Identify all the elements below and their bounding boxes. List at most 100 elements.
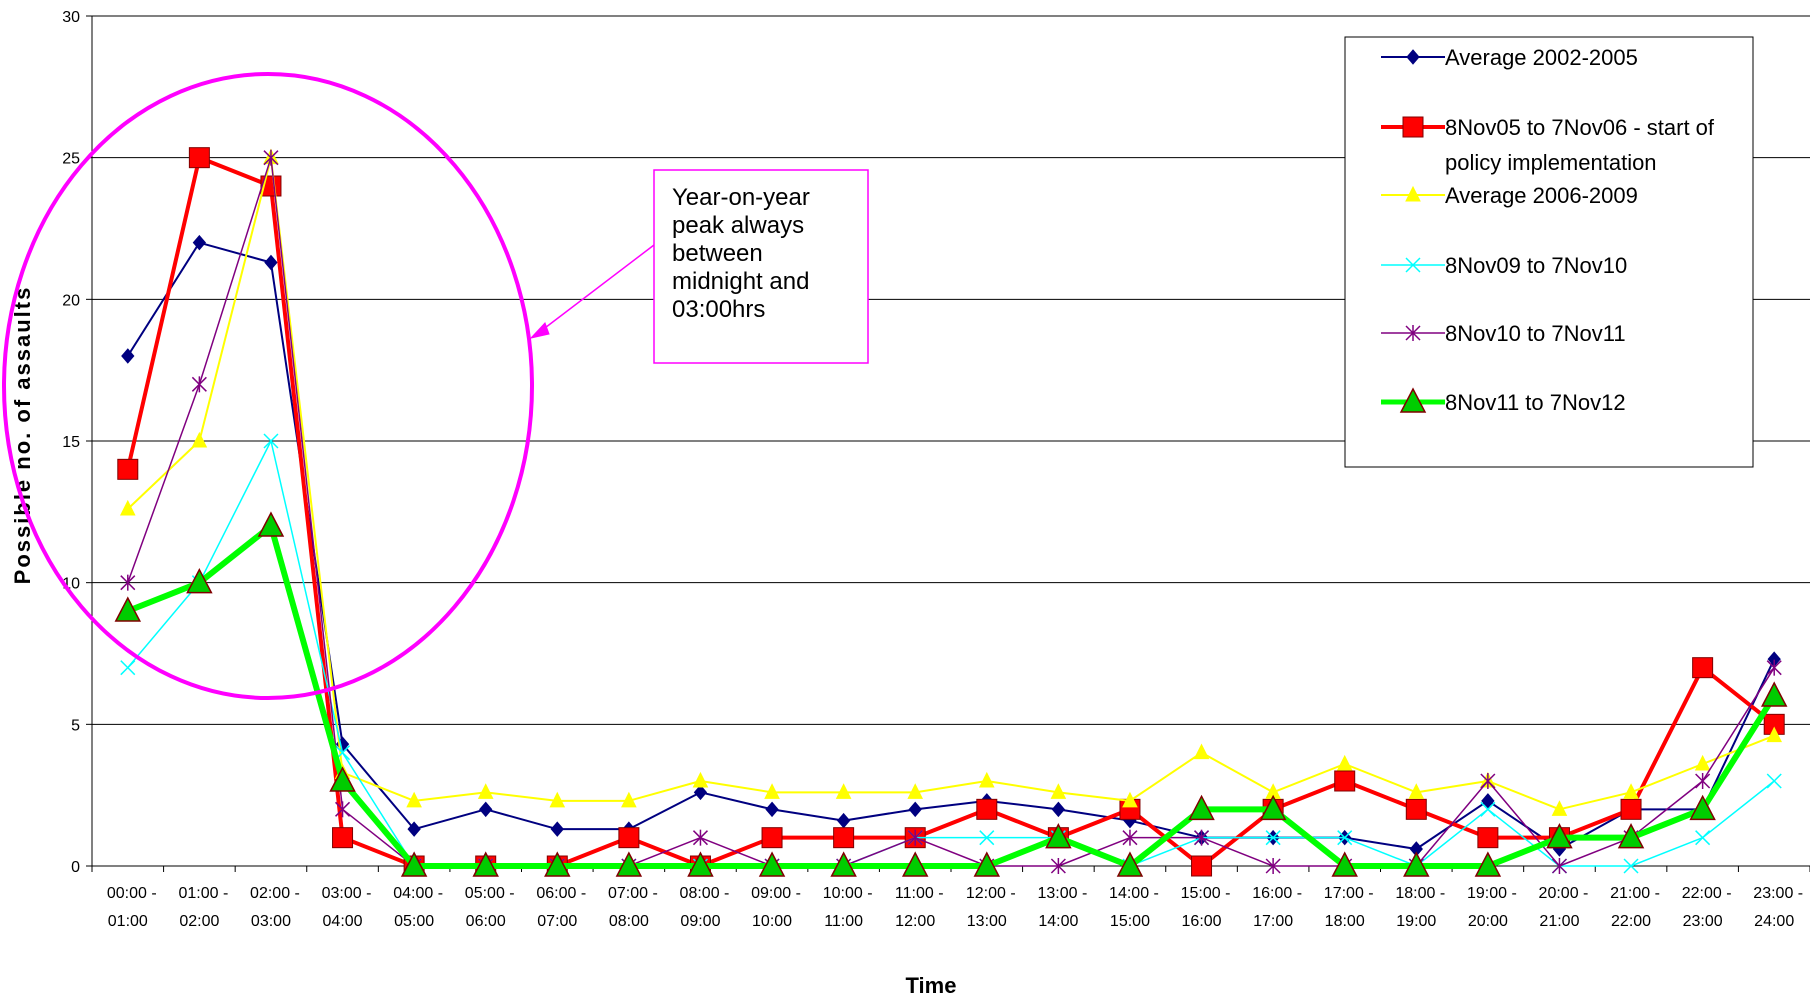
x-tick-label: 13:00 - bbox=[1037, 885, 1087, 902]
legend-label: 8Nov05 to 7Nov06 - start of bbox=[1445, 115, 1715, 140]
x-tick-label: 16:00 bbox=[1182, 913, 1222, 930]
data-point bbox=[907, 783, 924, 799]
x-tick-label: 03:00 bbox=[251, 913, 291, 930]
x-tick-label: 12:00 bbox=[895, 913, 935, 930]
data-point bbox=[406, 791, 422, 808]
x-tick-label: 07:00 - bbox=[608, 885, 658, 902]
data-point bbox=[692, 771, 709, 788]
data-point bbox=[1405, 798, 1427, 820]
data-point bbox=[907, 829, 923, 846]
data-point bbox=[693, 784, 708, 801]
x-tick-label: 15:00 - bbox=[1181, 885, 1231, 902]
marker-stroke bbox=[1766, 773, 1782, 789]
x-tick-label: 04:00 bbox=[323, 913, 363, 930]
data-point bbox=[120, 574, 136, 591]
marker-stroke bbox=[120, 660, 136, 676]
y-tick-label: 5 bbox=[71, 717, 80, 734]
data-point bbox=[761, 827, 783, 849]
y-tick-label: 0 bbox=[71, 859, 80, 876]
data-point bbox=[332, 827, 354, 849]
marker-stroke bbox=[263, 433, 279, 449]
series-3 bbox=[119, 148, 1783, 816]
legend-swatch-marker bbox=[1399, 387, 1427, 413]
data-point bbox=[1692, 657, 1714, 679]
data-point bbox=[1695, 830, 1711, 846]
x-tick-label: 15:00 bbox=[1110, 913, 1150, 930]
data-point bbox=[186, 568, 213, 594]
x-tick-label: 17:00 bbox=[1253, 913, 1293, 930]
x-tick-label: 20:00 bbox=[1468, 913, 1508, 930]
x-tick-label: 09:00 - bbox=[751, 885, 801, 902]
x-tick-label: 05:00 - bbox=[465, 885, 515, 902]
data-point bbox=[1259, 794, 1287, 821]
data-point bbox=[1050, 783, 1067, 799]
data-point bbox=[114, 596, 142, 622]
data-point bbox=[1331, 851, 1358, 877]
series-line bbox=[126, 523, 1777, 869]
data-point bbox=[119, 499, 136, 516]
x-tick-label: 14:00 - bbox=[1109, 885, 1159, 902]
x-tick-label: 22:00 bbox=[1611, 913, 1651, 930]
data-point bbox=[472, 851, 499, 877]
marker-stroke bbox=[1480, 801, 1496, 817]
x-tick-label: 01:00 bbox=[108, 913, 148, 930]
data-point bbox=[1188, 794, 1215, 821]
series-6 bbox=[114, 511, 1788, 877]
data-point bbox=[192, 234, 207, 251]
x-tick-label: 03:00 - bbox=[322, 885, 372, 902]
data-point bbox=[621, 791, 637, 808]
data-point bbox=[1265, 858, 1281, 874]
x-tick-label: 17:00 - bbox=[1324, 885, 1374, 902]
data-point bbox=[979, 830, 995, 846]
data-point bbox=[1620, 798, 1642, 820]
data-point bbox=[1337, 830, 1353, 846]
data-point bbox=[901, 851, 929, 877]
data-point bbox=[836, 812, 851, 829]
legend-swatch-marker bbox=[1406, 49, 1420, 65]
legend-swatch-marker bbox=[1402, 116, 1424, 138]
data-point bbox=[191, 431, 208, 448]
data-point bbox=[835, 783, 852, 799]
data-point bbox=[1477, 827, 1499, 849]
data-point bbox=[1474, 851, 1502, 877]
data-point bbox=[1481, 793, 1495, 809]
data-point bbox=[973, 851, 1001, 877]
data-point bbox=[1480, 801, 1496, 817]
data-point bbox=[1689, 794, 1716, 821]
x-tick-label: 12:00 - bbox=[966, 885, 1016, 902]
data-point bbox=[1551, 800, 1568, 816]
marker-stroke bbox=[979, 830, 995, 846]
callout-text: Year-on-year bbox=[672, 184, 810, 211]
data-point bbox=[1122, 829, 1138, 846]
data-point bbox=[117, 458, 139, 480]
data-point bbox=[687, 851, 714, 877]
data-point bbox=[407, 821, 421, 837]
x-tick-label: 08:00 - bbox=[680, 885, 730, 902]
x-tick-label: 22:00 - bbox=[1682, 885, 1732, 902]
x-tick-label: 06:00 - bbox=[536, 885, 586, 902]
data-point bbox=[1194, 829, 1210, 846]
data-point bbox=[263, 149, 279, 166]
data-point bbox=[1551, 858, 1567, 874]
callout-arrow-line bbox=[536, 244, 655, 335]
data-point bbox=[400, 851, 428, 877]
data-point bbox=[263, 433, 279, 449]
x-tick-label: 16:00 - bbox=[1252, 885, 1302, 902]
data-point bbox=[257, 511, 285, 537]
x-tick-label: 11:00 - bbox=[895, 885, 944, 902]
x-tick-label: 23:00 - bbox=[1753, 885, 1803, 902]
legend-label: policy implementation bbox=[1445, 150, 1657, 175]
highlight-ellipse bbox=[2, 72, 534, 700]
x-tick-label: 05:00 bbox=[394, 913, 434, 930]
data-point bbox=[1623, 858, 1639, 874]
data-point bbox=[1336, 754, 1353, 771]
series-5 bbox=[120, 149, 1782, 874]
legend-label: 8Nov10 to 7Nov11 bbox=[1445, 321, 1626, 346]
x-tick-label: 21:00 bbox=[1539, 913, 1579, 930]
data-point bbox=[264, 254, 278, 271]
legend-label: Average 2002-2005 bbox=[1445, 45, 1638, 70]
callout-text: midnight and bbox=[672, 268, 809, 295]
data-point bbox=[908, 801, 922, 818]
marker-stroke bbox=[1695, 830, 1711, 846]
